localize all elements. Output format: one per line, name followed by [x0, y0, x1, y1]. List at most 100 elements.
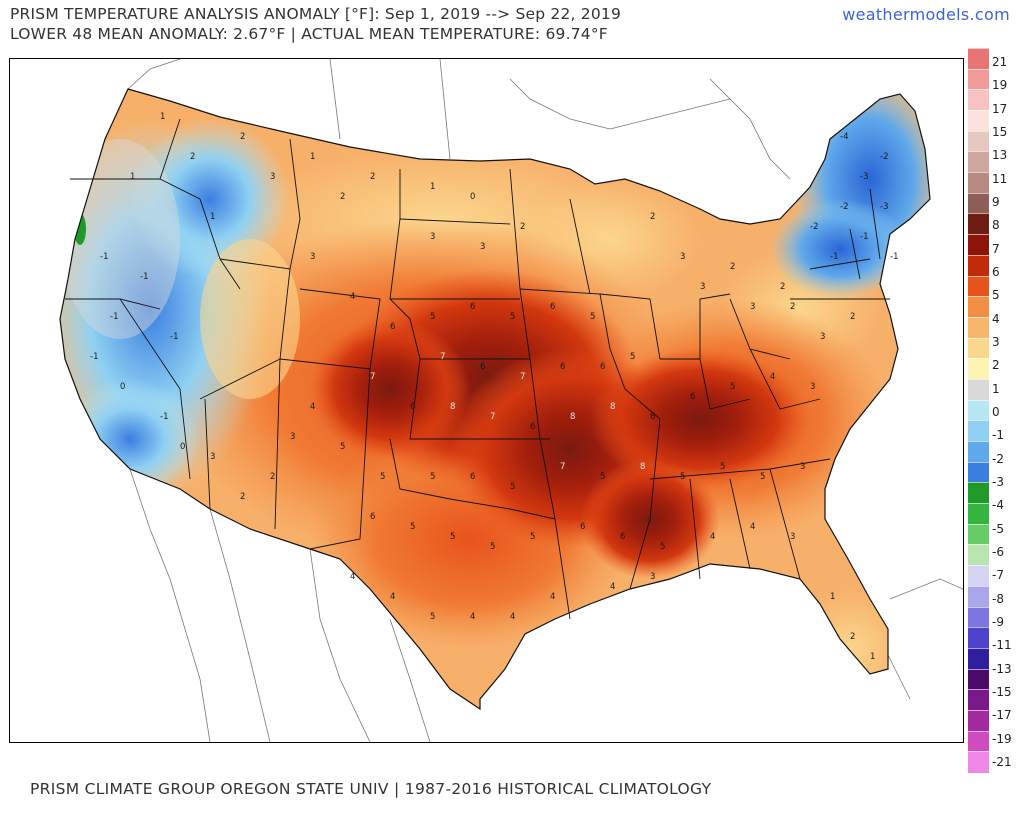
legend-label: 9	[992, 195, 1000, 209]
anomaly-value-label: 7	[440, 352, 445, 362]
legend-swatch	[968, 606, 989, 629]
anomaly-value-label: -4	[840, 132, 848, 142]
legend-swatch	[968, 709, 989, 732]
legend-label: -4	[992, 498, 1004, 513]
anomaly-value-label: 5	[430, 612, 435, 622]
anomaly-value-label: -1	[90, 352, 98, 362]
anomaly-value-label: 1	[430, 182, 435, 192]
legend-swatch	[968, 503, 989, 525]
legend-swatch	[968, 627, 989, 649]
anomaly-value-label: 2	[790, 302, 795, 312]
anomaly-value-label: 4	[710, 532, 715, 542]
legend-label: 11	[992, 171, 1008, 186]
anomaly-value-label: 2	[780, 282, 785, 292]
anomaly-value-label: 7	[370, 372, 375, 382]
legend-label: -17	[992, 708, 1012, 723]
anomaly-value-label: -1	[170, 332, 178, 342]
brand-link[interactable]: weathermodels.com	[842, 5, 1010, 24]
anomaly-value-label: 1	[210, 212, 215, 222]
legend-label: 7	[992, 241, 1000, 256]
legend-swatch	[968, 130, 989, 153]
anomaly-value-label: -3	[880, 202, 888, 212]
legend-label: -2	[992, 451, 1004, 466]
anomaly-value-label: -2	[840, 202, 848, 212]
anomaly-value-label: 6	[600, 362, 605, 372]
legend-label: 21	[992, 55, 1008, 69]
legend-swatch	[968, 751, 989, 773]
legend-label: 3	[992, 335, 1000, 349]
anomaly-value-label: 3	[790, 532, 795, 542]
anomaly-value-label: 2	[650, 212, 655, 222]
anomaly-value-label: 6	[560, 362, 565, 372]
anomaly-value-label: 5	[720, 462, 725, 472]
legend-label: -8	[992, 591, 1004, 606]
legend-label: 2	[992, 358, 1000, 373]
state-borders	[65, 118, 890, 620]
anomaly-value-label: 5	[340, 442, 345, 452]
anomaly-value-label: 4	[550, 592, 555, 602]
anomaly-value-label: 1	[160, 112, 165, 122]
anomaly-value-label: 5	[730, 382, 735, 392]
anomaly-value-label: 1	[830, 592, 835, 602]
legend-swatch	[968, 110, 989, 132]
anomaly-value-label: -2	[880, 152, 888, 162]
anomaly-value-label: -1	[100, 252, 108, 262]
legend-label: 15	[992, 125, 1008, 139]
anomaly-value-label: -1	[890, 252, 898, 262]
legend-label: -15	[992, 685, 1012, 699]
anomaly-value-label: -1	[860, 232, 868, 242]
legend-label: -6	[992, 545, 1004, 559]
legend-swatch	[968, 585, 989, 608]
anomaly-value-label: 7	[560, 462, 565, 472]
anomaly-value-label: 7	[490, 412, 495, 422]
anomaly-value-label: 6	[650, 412, 655, 422]
anomaly-value-label: 5	[450, 532, 455, 542]
anomaly-value-label: 5	[410, 522, 415, 532]
legend-swatch	[968, 565, 989, 587]
map-subtitle: LOWER 48 MEAN ANOMALY: 2.67°F | ACTUAL M…	[10, 25, 608, 43]
anomaly-value-label: 4	[470, 612, 475, 622]
anomaly-value-label: 4	[750, 522, 755, 532]
legend-swatch	[968, 482, 989, 505]
anomaly-value-label: 3	[430, 232, 435, 242]
anomaly-value-label: 6	[480, 362, 485, 372]
anomaly-value-label: 3	[290, 432, 295, 442]
anomaly-value-label: 3	[480, 242, 485, 252]
anomaly-value-label: 8	[570, 412, 575, 422]
neighbor-outlines	[127, 59, 963, 742]
anomaly-map: 1 2 1 1 -1 -1 -1 -1 0 -1 0 -1 2 3 1 2 2 1 0 3 3 2 3 4 6 5 6 5 6 5 7 6 7 6…	[9, 58, 964, 743]
us-outline	[59, 88, 931, 711]
anomaly-value-label: 5	[510, 312, 515, 322]
anomaly-value-label: 5	[490, 542, 495, 552]
legend-swatch	[968, 689, 989, 711]
anomaly-value-label: -1	[140, 272, 148, 282]
legend-swatch	[968, 192, 989, 215]
legend-label: 6	[992, 265, 1000, 279]
anomaly-value-label: 6	[620, 532, 625, 542]
anomaly-value-label: 5	[590, 312, 595, 322]
anomaly-value-label: 4	[350, 292, 355, 302]
legend-label: -21	[992, 755, 1012, 769]
legend-swatch	[968, 337, 989, 360]
anomaly-value-label: 5	[630, 352, 635, 362]
anomaly-value-label: 4	[390, 592, 395, 602]
legend-swatch	[968, 68, 989, 91]
anomaly-value-label: 0	[120, 382, 125, 392]
legend-swatch	[968, 378, 989, 401]
anomaly-value-label: 1	[870, 652, 875, 662]
legend-label: 13	[992, 148, 1008, 163]
anomaly-value-label: 6	[530, 422, 535, 432]
anomaly-value-label: 5	[430, 472, 435, 482]
anomaly-value-label: -1	[110, 312, 118, 322]
anomaly-value-label: 2	[190, 152, 195, 162]
legend-swatch	[968, 441, 989, 463]
anomaly-value-label: 3	[750, 302, 755, 312]
color-legend: 21 19 17 15 13 11 9 8 7 6 5 4 3 2 1 0 -1 -2 -3 -4 -5 -6 -7 -8 -9…	[968, 48, 1020, 773]
anomaly-value-label: 2	[850, 632, 855, 642]
anomaly-value-label: 3	[800, 462, 805, 472]
anomaly-value-label: 6	[690, 392, 695, 402]
anomaly-value-label: 4	[350, 572, 355, 582]
map-title: PRISM TEMPERATURE ANALYSIS ANOMALY [°F]:…	[10, 5, 622, 23]
legend-swatch	[968, 461, 989, 484]
legend-swatch	[968, 48, 989, 70]
